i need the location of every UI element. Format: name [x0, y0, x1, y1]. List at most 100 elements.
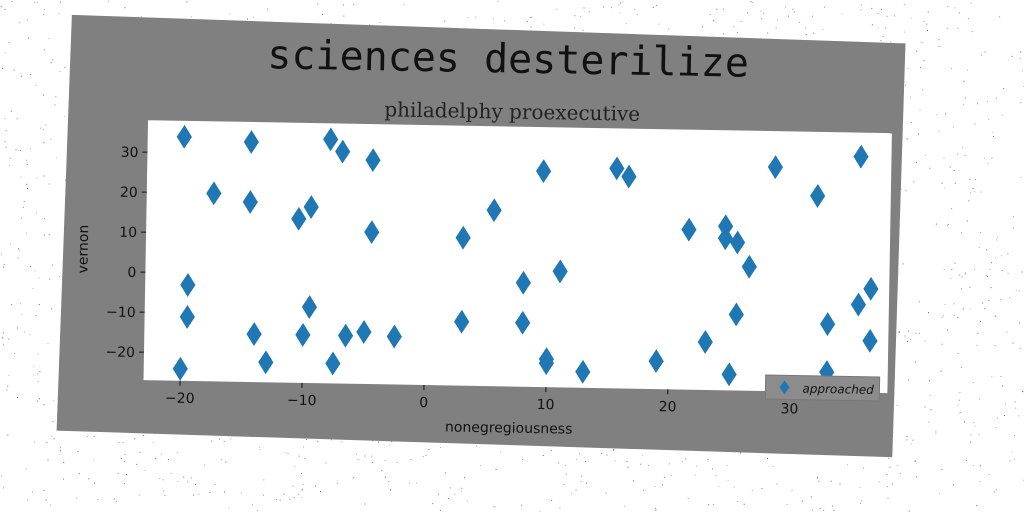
- noise-speck: [953, 170, 955, 171]
- noise-speck: [55, 96, 57, 98]
- noise-speck: [685, 458, 687, 460]
- noise-speck: [611, 7, 613, 9]
- noise-speck: [7, 434, 9, 436]
- noise-speck: [432, 503, 434, 505]
- noise-speck: [26, 163, 28, 165]
- noise-speck: [403, 4, 405, 6]
- noise-speck: [977, 333, 979, 334]
- y-axis-label: vernon: [75, 225, 92, 274]
- noise-speck: [117, 472, 119, 474]
- noise-speck: [47, 459, 49, 461]
- noise-speck: [898, 332, 900, 334]
- noise-speck: [903, 31, 905, 33]
- noise-speck: [138, 494, 140, 496]
- noise-speck: [1007, 272, 1009, 274]
- noise-speck: [813, 32, 815, 34]
- legend: approached: [764, 374, 881, 402]
- noise-speck: [410, 459, 412, 460]
- noise-speck: [986, 101, 988, 103]
- noise-speck: [38, 304, 40, 305]
- noise-speck: [929, 395, 931, 396]
- noise-speck: [618, 4, 620, 6]
- noise-speck: [36, 177, 38, 179]
- noise-speck: [763, 12, 765, 14]
- noise-speck: [14, 352, 16, 354]
- noise-speck: [416, 482, 418, 484]
- noise-speck: [1020, 51, 1022, 53]
- x-tick-label: −20: [165, 391, 195, 408]
- noise-speck: [63, 478, 64, 480]
- noise-speck: [113, 498, 115, 500]
- noise-speck: [20, 149, 21, 151]
- noise-speck: [190, 16, 192, 18]
- noise-speck: [947, 6, 948, 8]
- noise-speck: [900, 188, 902, 190]
- noise-speck: [449, 487, 451, 489]
- noise-speck: [761, 18, 763, 20]
- noise-speck: [923, 60, 925, 62]
- noise-speck: [298, 493, 300, 495]
- data-point: [515, 270, 531, 295]
- noise-speck: [951, 268, 953, 270]
- noise-speck: [887, 497, 889, 499]
- noise-speck: [504, 20, 506, 22]
- noise-speck: [154, 433, 156, 435]
- noise-speck: [959, 412, 961, 414]
- noise-speck: [772, 465, 774, 467]
- noise-speck: [648, 464, 649, 466]
- noise-speck: [941, 469, 943, 471]
- data-point: [853, 144, 869, 169]
- noise-speck: [921, 41, 923, 43]
- noise-speck: [42, 129, 44, 131]
- data-point: [820, 312, 836, 337]
- noise-speck: [301, 489, 303, 491]
- noise-speck: [94, 482, 96, 484]
- noise-speck: [88, 478, 90, 480]
- noise-speck: [997, 417, 998, 419]
- noise-speck: [43, 9, 45, 11]
- noise-speck: [707, 458, 709, 460]
- noise-speck: [951, 208, 953, 210]
- noise-speck: [940, 370, 942, 372]
- noise-speck: [908, 510, 910, 512]
- legend-box: [764, 374, 881, 402]
- noise-speck: [823, 509, 825, 511]
- noise-speck: [43, 404, 45, 406]
- noise-speck: [48, 38, 50, 40]
- noise-speck: [1003, 88, 1005, 89]
- noise-speck: [320, 491, 321, 492]
- data-point: [621, 164, 637, 189]
- noise-speck: [811, 509, 813, 511]
- noise-speck: [2, 332, 4, 334]
- noise-speck: [531, 16, 533, 18]
- noise-speck: [900, 472, 901, 474]
- noise-speck: [974, 425, 976, 427]
- noise-speck: [751, 490, 753, 491]
- noise-speck: [287, 453, 289, 455]
- noise-speck: [396, 461, 398, 463]
- axes: −20 −10 0 10 20 30 −20 −10 0 10 20 30: [105, 145, 798, 418]
- noise-speck: [612, 449, 614, 451]
- noise-speck: [740, 452, 742, 454]
- noise-speck: [267, 8, 269, 10]
- noise-speck: [7, 385, 9, 387]
- noise-speck: [20, 176, 22, 178]
- noise-speck: [336, 482, 338, 484]
- noise-speck: [999, 16, 1001, 18]
- noise-speck: [30, 74, 32, 76]
- noise-speck: [1020, 102, 1022, 104]
- noise-speck: [614, 460, 616, 462]
- noise-speck: [368, 24, 370, 26]
- noise-speck: [962, 147, 964, 149]
- noise-speck: [906, 138, 908, 140]
- noise-speck: [1020, 176, 1022, 178]
- noise-speck: [816, 477, 818, 479]
- noise-speck: [907, 341, 909, 342]
- noise-speck: [20, 75, 22, 77]
- noise-speck: [750, 1, 752, 3]
- chart-subtitle: philadelphy proexecutive: [384, 97, 640, 125]
- noise-speck: [292, 485, 294, 487]
- noise-speck: [945, 113, 946, 115]
- noise-speck: [391, 441, 393, 443]
- noise-speck: [59, 447, 61, 449]
